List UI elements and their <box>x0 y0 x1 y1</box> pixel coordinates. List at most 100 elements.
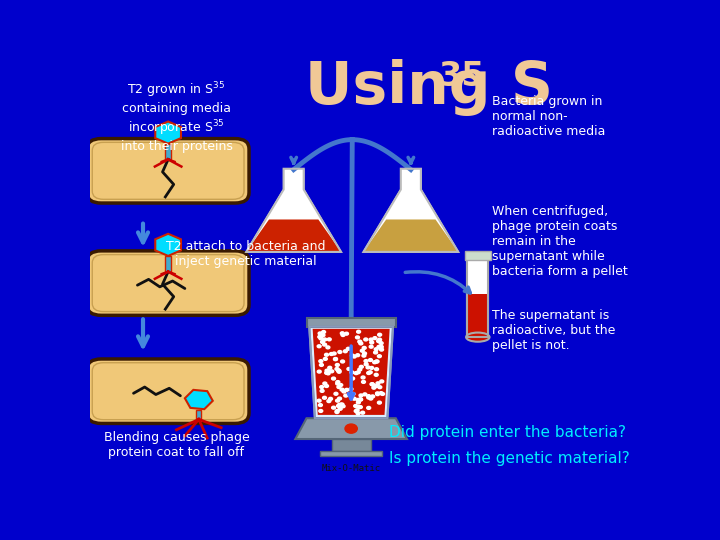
Circle shape <box>352 397 356 400</box>
Bar <box>465 251 490 260</box>
Circle shape <box>333 357 338 361</box>
Circle shape <box>359 398 362 401</box>
Circle shape <box>371 395 374 398</box>
Circle shape <box>336 381 340 383</box>
Circle shape <box>343 350 347 353</box>
Circle shape <box>347 368 351 370</box>
Circle shape <box>370 367 374 369</box>
Circle shape <box>366 396 371 399</box>
Circle shape <box>330 370 333 373</box>
Text: T2 grown in S$^{35}$
containing media
incorporate S$^{35}$
into their proteins: T2 grown in S$^{35}$ containing media in… <box>120 81 233 153</box>
Circle shape <box>323 338 327 341</box>
Bar <box>332 439 371 451</box>
Circle shape <box>351 393 355 395</box>
Circle shape <box>369 359 372 361</box>
Circle shape <box>338 407 342 410</box>
Polygon shape <box>246 219 341 252</box>
Circle shape <box>318 345 321 348</box>
Circle shape <box>374 351 377 354</box>
Circle shape <box>337 386 341 388</box>
Circle shape <box>377 346 381 348</box>
Circle shape <box>338 397 341 400</box>
Circle shape <box>379 346 383 348</box>
Bar <box>307 318 396 327</box>
Circle shape <box>356 401 360 404</box>
Circle shape <box>356 371 360 374</box>
Circle shape <box>359 398 362 401</box>
Circle shape <box>327 400 330 402</box>
Circle shape <box>323 382 327 385</box>
Circle shape <box>317 399 321 402</box>
Circle shape <box>337 370 341 373</box>
Circle shape <box>366 407 371 409</box>
Circle shape <box>368 371 372 374</box>
Circle shape <box>335 368 339 370</box>
Circle shape <box>379 342 383 345</box>
Circle shape <box>341 405 345 408</box>
FancyBboxPatch shape <box>87 251 249 315</box>
Circle shape <box>375 360 379 363</box>
Circle shape <box>381 393 384 395</box>
Text: Is protein the genetic material?: Is protein the genetic material? <box>389 451 629 467</box>
Circle shape <box>370 383 374 386</box>
Circle shape <box>370 341 374 344</box>
Circle shape <box>336 369 341 372</box>
Circle shape <box>320 386 324 388</box>
Circle shape <box>374 373 378 376</box>
Circle shape <box>326 372 330 375</box>
Circle shape <box>320 341 325 343</box>
Circle shape <box>318 403 323 407</box>
Circle shape <box>369 397 373 400</box>
Circle shape <box>374 348 378 350</box>
Circle shape <box>359 342 363 345</box>
Circle shape <box>339 383 343 387</box>
Circle shape <box>362 354 366 357</box>
Circle shape <box>350 371 354 374</box>
Circle shape <box>359 394 363 397</box>
Circle shape <box>357 406 361 408</box>
Circle shape <box>379 392 383 395</box>
Circle shape <box>319 360 323 362</box>
Circle shape <box>339 403 343 406</box>
Circle shape <box>359 366 364 368</box>
Circle shape <box>320 363 323 366</box>
Polygon shape <box>312 329 390 415</box>
Text: 35: 35 <box>438 60 485 93</box>
Circle shape <box>332 377 336 380</box>
Circle shape <box>322 330 325 334</box>
Circle shape <box>351 354 354 357</box>
Circle shape <box>366 395 371 397</box>
Circle shape <box>349 388 353 390</box>
Circle shape <box>352 355 356 358</box>
Circle shape <box>358 340 361 343</box>
Circle shape <box>351 377 354 380</box>
Circle shape <box>325 384 328 388</box>
Circle shape <box>358 368 361 371</box>
Circle shape <box>323 343 327 346</box>
Circle shape <box>345 424 357 433</box>
FancyBboxPatch shape <box>87 359 249 423</box>
Circle shape <box>372 386 376 389</box>
Bar <box>165 256 171 272</box>
Circle shape <box>341 332 344 335</box>
Circle shape <box>360 349 364 352</box>
Bar <box>468 293 488 337</box>
Circle shape <box>344 394 348 397</box>
Polygon shape <box>246 168 341 252</box>
Ellipse shape <box>466 333 490 342</box>
Circle shape <box>320 389 324 393</box>
Circle shape <box>350 394 354 397</box>
Circle shape <box>325 369 329 372</box>
Circle shape <box>336 382 340 385</box>
Circle shape <box>374 384 378 387</box>
Circle shape <box>362 347 366 349</box>
Circle shape <box>359 406 362 409</box>
Polygon shape <box>364 168 458 252</box>
Circle shape <box>323 396 326 399</box>
Circle shape <box>379 348 384 351</box>
Polygon shape <box>156 234 181 256</box>
Circle shape <box>377 340 381 342</box>
Circle shape <box>345 332 348 335</box>
Circle shape <box>354 404 358 408</box>
Text: The supernatant is
radioactive, but the
pellet is not.: The supernatant is radioactive, but the … <box>492 309 615 353</box>
